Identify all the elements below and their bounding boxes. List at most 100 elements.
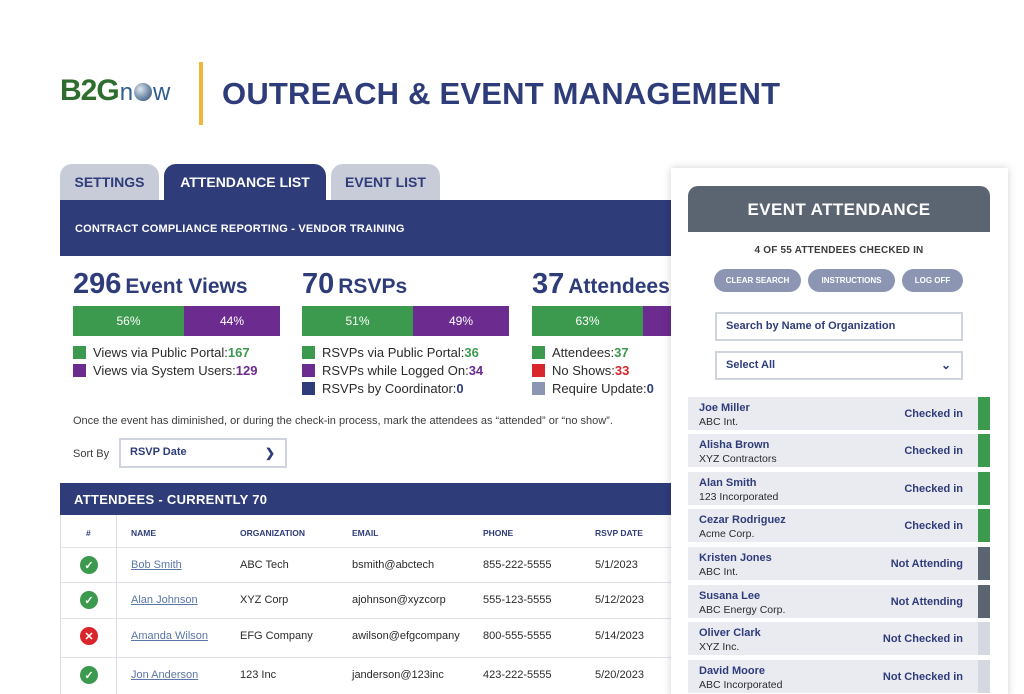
attendee-name-link[interactable]: Amanda Wilson	[131, 630, 209, 642]
attendee-list-item[interactable]: David Moore ABC Incorporated Not Checked…	[688, 660, 990, 693]
attendee-name: Joe Miller	[699, 402, 750, 414]
status-indicator	[978, 509, 990, 542]
tab-attendance-list[interactable]: ATTENDANCE LIST	[164, 164, 326, 200]
status-indicator	[978, 434, 990, 467]
attendee-status: Not Attending	[890, 596, 963, 608]
attendee-organization: XYZ Inc.	[699, 641, 740, 653]
attendee-organization: ABC Int.	[699, 566, 739, 578]
status-indicator	[978, 622, 990, 655]
globe-icon	[134, 83, 153, 101]
status-indicator	[978, 397, 990, 430]
attendees-stat: 37 Attendees 63% Attendees: 37 No Shows: …	[532, 268, 672, 396]
rsvps-legend: RSVPs via Public Portal: 36 RSVPs while …	[302, 343, 483, 397]
col-header-phone[interactable]: PHONE	[483, 528, 514, 538]
attendee-organization: ABC Energy Corp.	[699, 604, 786, 616]
attendee-status: Not Attending	[890, 558, 963, 570]
sort-by-select[interactable]: RSVP Date ❯	[119, 438, 287, 468]
checkmark-icon[interactable]: ✓	[80, 666, 98, 684]
attendee-name: Alisha Brown	[699, 439, 770, 451]
attendee-organization: 123 Inc	[240, 669, 277, 681]
tab-bar: SETTINGS ATTENDANCE LIST EVENT LIST	[60, 164, 445, 200]
table-row: ✕ Amanda Wilson EFG Company awilson@efgc…	[61, 618, 672, 654]
event-name-banner: CONTRACT COMPLIANCE REPORTING - VENDOR T…	[60, 200, 672, 256]
attendee-status: Not Checked in	[882, 633, 963, 645]
rsvps-headline: 70 RSVPs	[302, 268, 408, 300]
legend-swatch	[532, 345, 545, 359]
event-views-stat: 296 Event Views 56% 44% Views via Public …	[73, 268, 280, 378]
attendee-phone: 555-123-5555	[483, 594, 552, 606]
table-row: ✓ Jon Anderson 123 Inc janderson@123inc …	[61, 657, 672, 693]
col-header-email[interactable]: EMAIL	[352, 528, 379, 538]
attendee-status: Checked in	[904, 483, 963, 495]
tab-settings[interactable]: SETTINGS	[60, 164, 159, 200]
attendees-header: ATTENDEES - CURRENTLY 70	[60, 483, 672, 515]
attendee-name: Kristen Jones	[699, 552, 772, 564]
instructions-button[interactable]: INSTRUCTIONS	[808, 269, 895, 292]
attendee-list-item[interactable]: Oliver Clark XYZ Inc. Not Checked in	[688, 622, 990, 655]
filter-select-value: Select All	[726, 359, 776, 371]
col-header-organization[interactable]: ORGANIZATION	[240, 528, 306, 538]
header-divider	[199, 62, 203, 125]
attendee-name: Alan Smith	[699, 477, 757, 489]
organization-search-input[interactable]: Search by Name of Organization	[715, 312, 963, 341]
attendees-table: # NAME ORGANIZATION EMAIL PHONE RSVP DAT…	[60, 515, 672, 694]
attendee-status: Not Checked in	[882, 671, 963, 683]
views-system-segment: 44%	[184, 306, 280, 336]
attendee-list-item[interactable]: Kristen Jones ABC Int. Not Attending	[688, 547, 990, 580]
attendee-phone: 855-222-5555	[483, 559, 552, 571]
event-views-legend: Views via Public Portal: 167 Views via S…	[73, 343, 258, 379]
attendees-segment: 63%	[532, 306, 643, 336]
col-header-number: #	[86, 528, 91, 538]
page-title: OUTREACH & EVENT MANAGEMENT	[222, 76, 781, 111]
legend-item: Require Update: 0	[532, 379, 654, 397]
legend-swatch	[302, 345, 315, 359]
attendee-list-item[interactable]: Alisha Brown XYZ Contractors Checked in	[688, 434, 990, 467]
noshow-segment	[643, 306, 672, 336]
views-public-segment: 56%	[73, 306, 184, 336]
logo-b2g-text: B2G	[60, 74, 120, 107]
chevron-down-icon: ❯	[264, 446, 275, 460]
attendee-phone: 800-555-5555	[483, 630, 552, 642]
attendee-list-item[interactable]: Joe Miller ABC Int. Checked in	[688, 397, 990, 430]
attendee-name: Oliver Clark	[699, 627, 761, 639]
attendee-list-item[interactable]: Susana Lee ABC Energy Corp. Not Attendin…	[688, 585, 990, 618]
legend-swatch	[532, 381, 545, 395]
attendee-status: Checked in	[904, 520, 963, 532]
legend-swatch	[302, 363, 315, 377]
filter-select[interactable]: Select All ⌄	[715, 351, 963, 380]
legend-item: No Shows: 33	[532, 361, 654, 379]
attendee-rsvp-date: 5/14/2023	[595, 630, 644, 642]
legend-swatch	[302, 381, 315, 395]
sort-by-label: Sort By	[73, 448, 110, 460]
attendee-organization: Acme Corp.	[699, 528, 755, 540]
attendees-legend: Attendees: 37 No Shows: 33 Require Updat…	[532, 343, 654, 397]
attendees-headline: 37 Attendees	[532, 268, 670, 300]
legend-item: RSVPs via Public Portal: 36	[302, 343, 483, 361]
status-indicator	[978, 472, 990, 505]
log-off-button[interactable]: LOG OFF	[902, 269, 963, 292]
attendee-email: ajohnson@xyzcorp	[352, 594, 446, 606]
tab-event-list[interactable]: EVENT LIST	[331, 164, 440, 200]
rsvps-logged-segment: 49%	[413, 306, 509, 336]
attendee-name: David Moore	[699, 665, 766, 677]
checkmark-icon[interactable]: ✓	[80, 556, 98, 574]
checked-in-count: 4 OF 55 ATTENDEES CHECKED IN	[754, 245, 924, 256]
clear-search-button[interactable]: CLEAR SEARCH	[714, 269, 801, 292]
rsvps-bar: 51% 49%	[302, 306, 509, 336]
attendee-name-link[interactable]: Jon Anderson	[131, 669, 199, 681]
sort-by-value: RSVP Date	[130, 446, 187, 458]
instruction-text: Once the event has diminished, or during…	[73, 415, 613, 427]
legend-item: RSVPs while Logged On: 34	[302, 361, 483, 379]
attendee-name-link[interactable]: Alan Johnson	[131, 594, 198, 606]
attendee-organization: EFG Company	[240, 630, 313, 642]
checkmark-icon[interactable]: ✓	[80, 591, 98, 609]
attendee-name-link[interactable]: Bob Smith	[131, 559, 182, 571]
attendee-list-item[interactable]: Cezar Rodriguez Acme Corp. Checked in	[688, 509, 990, 542]
attendee-list-item[interactable]: Alan Smith 123 Incorporated Checked in	[688, 472, 990, 505]
col-header-rsvp-date[interactable]: RSVP DATE	[595, 528, 643, 538]
x-mark-icon[interactable]: ✕	[80, 627, 98, 645]
legend-item: Attendees: 37	[532, 343, 654, 361]
col-header-name[interactable]: NAME	[131, 528, 157, 538]
